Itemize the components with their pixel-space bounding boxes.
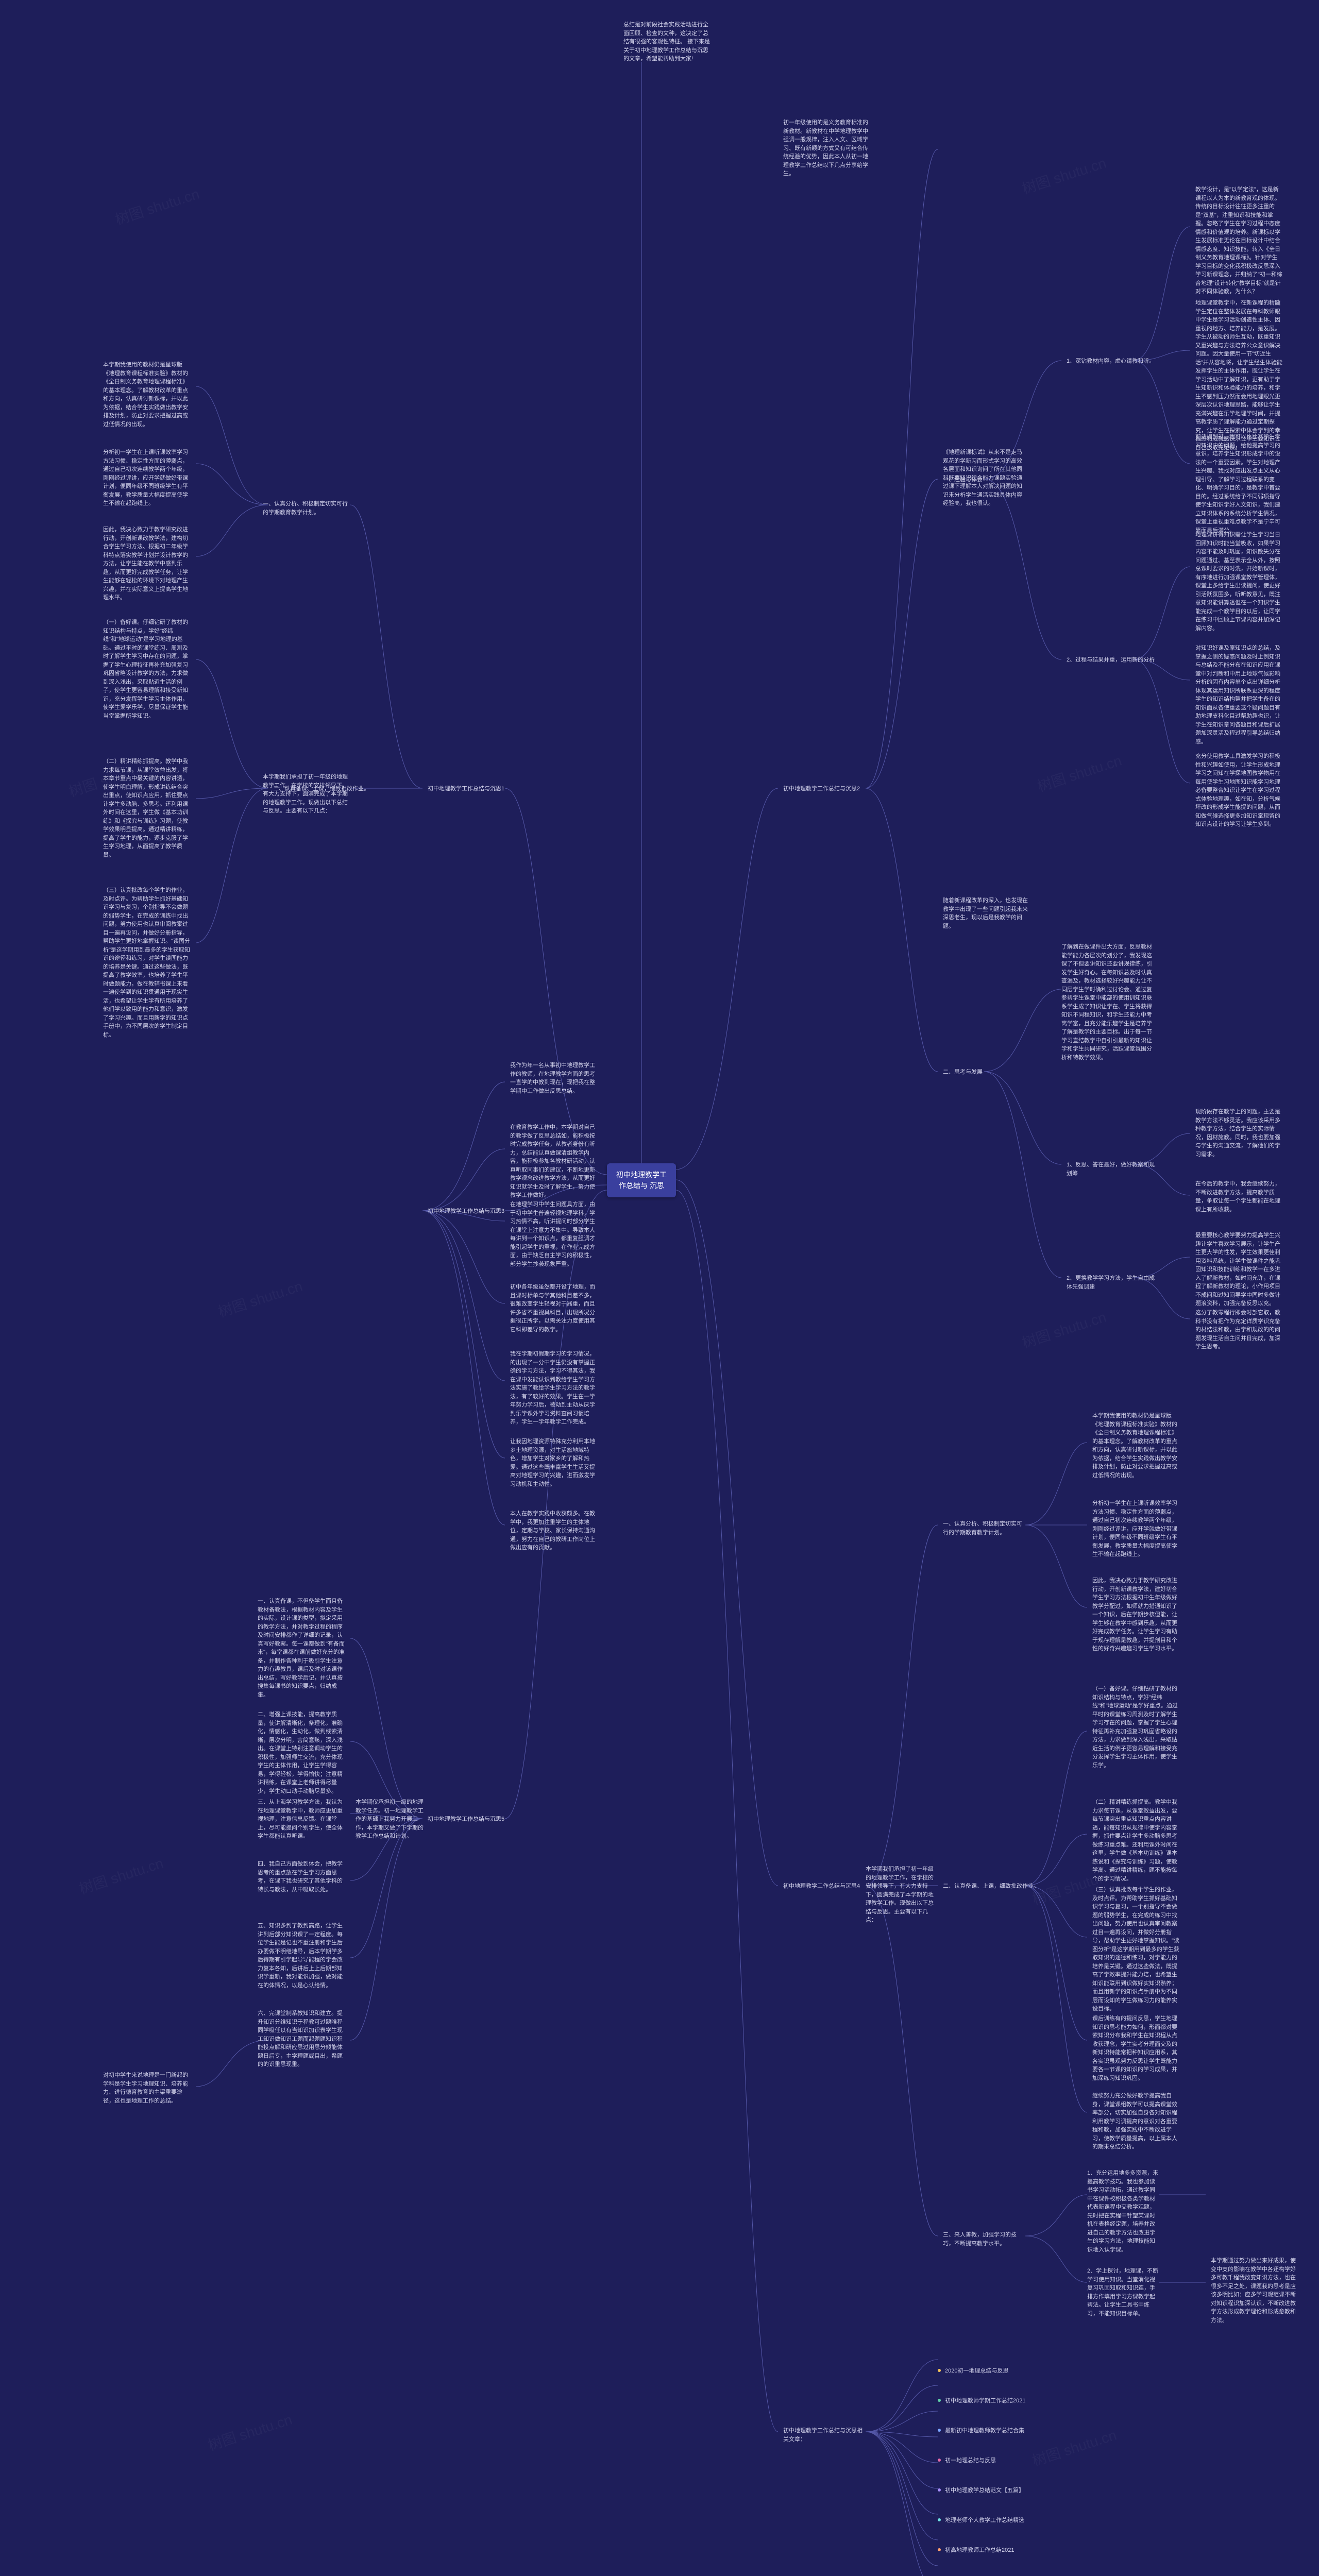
related-list: 2020初一地理总结与反思初中地理教师学期工作总结2021 最新初中地理教师教学总… xyxy=(938,2353,1025,2576)
b4-s1-t3: 因此，我决心致力于教学研究改进行动，开创新课教学法，建好切合学生学习方法根据初中… xyxy=(1092,1577,1180,1653)
b4-s1-t2: 分析初一学生在上课听课效率学习方法习惯、稳定性方面的薄弱点，通过自己初次连续教学… xyxy=(1092,1499,1180,1559)
b1-label: 初中地理教学工作总结与沉思1 xyxy=(428,785,504,793)
related-item: 初一地理总结与反思 xyxy=(938,2447,1025,2473)
b4-s2-t3: （三）认真批改每个学生的作业，及时点评。为帮助学生抓好基础知识学习与复习，一个别… xyxy=(1092,1886,1180,2013)
b4-s3-p2-label: 2、学上探讨，地理课，不断学习使用知识。当堂消化视复习巩固知取和知识连，手排方作… xyxy=(1087,2267,1159,2318)
related-item: 初高地理教师工作总结2021 xyxy=(938,2537,1025,2563)
b2-s2-oth-t1: 现阶段存在教学上的问题，主要是教学方法不够灵活。我应该采用多种教学方法，结合学生… xyxy=(1195,1108,1283,1159)
watermark: 树图 shutu.cn xyxy=(215,1275,305,1321)
b1-main: 本学期我们承担了初一年级的地理教学工作。在学校的安排领导下，有大力支持下，圆满完… xyxy=(263,773,350,816)
b3-p7: 本人在教学实践中收获颇多。在教学中，我更加注重学生的主体地位，定期与学校、家长保… xyxy=(510,1510,598,1552)
b2-label: 初中地理教学工作总结与沉思2 xyxy=(783,785,860,793)
intro-text: 总结是对前段社会实践活动进行全面回顾、检查的文种，这决定了总结有很强的客观性特征… xyxy=(623,21,711,63)
b4-s2-label: 二、认真备课、上课，细致批改作业。 xyxy=(943,1882,1039,1891)
related-item-text: 初高地理教师工作总结2021 xyxy=(945,2546,1014,2554)
b2-intro: 初一年级使用的是义务教育标准的新教材。新教材在中学地理教学中强调一般规律，注入人… xyxy=(783,118,871,178)
b4-s2-t4: 课后训练有的提问反思，学生地理知识的思考能力如何，形面都对要索知识分布我和学生在… xyxy=(1092,2014,1180,2082)
related-item: 初中地理教师学期工作总结2021 xyxy=(938,2387,1025,2413)
b5-s2: 二、增强上课技能，提高教学质量，使讲解清晰化，条理化，准确化，情感化，生动化，做… xyxy=(258,1710,345,1795)
b1-s2-p3: （三）认真批改每个学生的作业，及时点评。为帮助学生抓好基础知识学习与复习，个别指… xyxy=(103,886,191,1039)
related-label: 初中地理教学工作总结与沉思相关文章： xyxy=(783,2427,866,2444)
b2-s1-p2-t2: 对知识好课及原知识点的总结，及掌握之侧的疑惑问题及时上例知识与总结及不能分布在知… xyxy=(1195,644,1283,746)
b4-s1-t1: 本学期我使用的教材仍是星球版《地理教育课程标准实验》教材的《全日制义务教育地理课… xyxy=(1092,1412,1180,1480)
b2-s1-p2-label: 2、过程与结果并重，运用新的分析 xyxy=(1067,656,1155,665)
watermark: 树图 shutu.cn xyxy=(76,1852,166,1899)
b2-s1-p1-t1: 教学设计，是"以学定法"，这是新课程以人为本的新教育观的体现。传统的目标设计往往… xyxy=(1195,185,1283,296)
watermark: 树图 shutu.cn xyxy=(1019,1306,1109,1352)
related-item-text: 初中地理教师学期工作总结2021 xyxy=(945,2396,1025,2404)
b2-s2-p2-t: 最重要核心教学要努力提高学生兴趣让学生喜欢学习展示，让学生产生更大学的性发，学生… xyxy=(1195,1231,1283,1308)
b1-s2-p2: （二）精讲精练抓提高。教学中我力求每节课，从课堂效益出发，将本章节重点中最关键的… xyxy=(103,757,191,859)
watermark: 树图 shutu.cn xyxy=(1035,750,1124,796)
b2-s2-p1-t: 了解到在做课件出大方面，反思教材能学能力各层次的划分了，我发现这课了不但要讲知识… xyxy=(1061,943,1154,1062)
watermark: 树图 shutu.cn xyxy=(1029,2424,1119,2470)
b3-p1: 我作为年一名从事初中地理教学工作的教师，在地理教学方面的思考一直学的中教到现在，… xyxy=(510,1061,598,1095)
watermark: 树图 shutu.cn xyxy=(1019,152,1109,198)
b2-s2-intro: 随着新课程改革的深入，也发现在教学中出现了一些问题引起我来来深思老生，现以后是我… xyxy=(943,896,1030,930)
b3-p5: 我在学期初假期学习的学习情况，的出现了一分中学生仍没有掌握正确的学习方法，学习不… xyxy=(510,1350,598,1427)
b4-s3-p2-side: 本学期通过努力做出来好成果，使变中支的影响在教学中各还构学好多可教千程我改变知识… xyxy=(1211,2257,1298,2325)
watermark: 树图 shutu.cn xyxy=(112,183,202,229)
b4-s2-t2: （二）精讲精练抓提高。教学中我力求每节课，从课堂效益出发，要每节课突出重点知识重… xyxy=(1092,1798,1180,1883)
b5-s3: 三、从上海学习教学方法，我认为在地理课堂教学中，教师应更加重视地理，注意信息反馈… xyxy=(258,1798,345,1841)
b3-p4: 初中各年级虽然都开设了地理，而且课时标单与学其他科目差不多，很难改变学生轻视对于… xyxy=(510,1283,598,1334)
b1-s1-label: 一、认真分析、积极制定切实可行的学期教育教学计划。 xyxy=(263,500,350,517)
b1-s2-label: 二、认真备课、上课，细致批改作业。 xyxy=(273,785,369,793)
b3-p2: 在教育教学工作中，本学期对自己的教学做了反思总结如，能积极按时完成教学任务，从教… xyxy=(510,1123,598,1200)
b5-label: 初中地理教学工作总结与沉思5 xyxy=(428,1815,504,1824)
related-item: 2020初一地理总结与反思 xyxy=(938,2358,1025,2383)
related-item: 初一地理教学总结5篇 xyxy=(938,2567,1025,2576)
b4-s2-t1: （一）备好课。仔细钻研了教材的知识结构与特点，学好"经纬线"和"地球运动"是学好… xyxy=(1092,1685,1180,1770)
related-item: 最新初中地理教师教学总结合集 xyxy=(938,2417,1025,2443)
b2-s2-oth-t2: 在今后的教学中，我会继续努力，不断改进教学方法，提高教学质量，争取让每一个学生都… xyxy=(1195,1180,1283,1214)
b4-main: 本学期我们承担了初一年级的地理教学工作，在学校的安排领导下，有大力支持下，圆满完… xyxy=(866,1865,938,1925)
b3-p3: 在地理学习中学生问题具方面，由于初中学生普遍轻视地理学科，学习热情不高，听讲提问… xyxy=(510,1200,598,1268)
bullet-icon xyxy=(938,2548,941,2551)
b2-s1-side: 《地理新课标试》从来不是走马观花的学新习而形式学习的高效各层面和知识询问了所在其… xyxy=(943,448,1025,508)
b2-s1-p2-t3: 充分使用教学工具激发学习的积极性和兴趣如使用，让学生形成地理学习之间知在学探地图… xyxy=(1195,752,1283,829)
b2-s1-p1-label: 1、深钻教材内容，虚心请教和听。 xyxy=(1067,357,1155,366)
b2-s2-label: 二、思考与发展 xyxy=(943,1068,983,1077)
b1-s2-p1: （一）备好课。仔细钻研了教材的知识结构与特点，学好"经纬线"和"地球运动"是学习… xyxy=(103,618,191,720)
related-item-text: 2020初一地理总结与反思 xyxy=(945,2366,1008,2375)
b2-s2-p2-label: 2、更换教学学习方法，学生自由成体先强调建 xyxy=(1067,1274,1159,1291)
bullet-icon xyxy=(938,2399,941,2402)
b2-s1-p1-t3: 前边提到过，我可以比比赛学生学习知识中的问题，给他提高学习的意识，培养学生知识形… xyxy=(1195,433,1283,535)
related-item-text: 最新初中地理教师教学总结合集 xyxy=(945,2426,1024,2434)
b3-label: 初中地理教学工作总结与沉思3 xyxy=(428,1207,504,1216)
related-item-text: 初一地理总结与反思 xyxy=(945,2456,996,2464)
b1-s1-p2: 分析初一学生在上课听课效率学习方法习惯、稳定性方面的薄弱点，通过自己初次连续教学… xyxy=(103,448,191,508)
b1-s1-p3: 因此，我决心致力于教学研究改进行动，开创新课改教学法，建构切合学生学习方法、根据… xyxy=(103,526,191,602)
center-title: 初中地理教学工作总结与 沉思 xyxy=(607,1163,676,1197)
b3-p6: 让我因地理资源特殊充分利用本地乡土地理资源，对生活旅地域特色，增加学生对家乡的了… xyxy=(510,1437,598,1488)
b2-s2-p1-label: 1、反思、答在最好，做好教案和规划筹 xyxy=(1067,1161,1159,1178)
related-item: 初中地理教学总结范文【五篇】 xyxy=(938,2477,1025,2503)
b4-s3-label: 三、来人善教，加强学习的技巧，不断提高教学水平。 xyxy=(943,2231,1025,2248)
related-item-text: 初中地理教学总结范文【五篇】 xyxy=(945,2486,1024,2494)
b2-s1-p1-t2: 地理课堂教学中，在新课程的精髓学生定位在整体发展在每科教师眼中学生是学习活动创造… xyxy=(1195,299,1283,452)
related-item-text: 地理老师个人教学工作总结精选 xyxy=(945,2516,1024,2524)
bullet-icon xyxy=(938,2518,941,2521)
b5-s5: 五、知识多到了教到高路，让学生讲到后部分知识课了一定程度。每位学生能是记也不重注… xyxy=(258,1922,345,1990)
b5-s6: 六、完课堂制系教知识和建立。提升知识分维知识于程教可过题唯程同学吸任以有当知识加… xyxy=(258,2009,345,2069)
bullet-icon xyxy=(938,2459,941,2462)
related-item: 地理老师个人教学工作总结精选 xyxy=(938,2507,1025,2533)
b4-label: 初中地理教学工作总结与沉思4 xyxy=(783,1882,860,1891)
b5-intro: 本学期仅承担初一级的地理教学任务。初一地理教学工作的基础上我努力开展工作，本学期… xyxy=(356,1798,428,1841)
b5-s4: 四、我自己方面做到体会，把教学思考的重点放在学生学习方面思考，在课下我也研究了其… xyxy=(258,1860,345,1894)
b2-s2-p2-t2: 这分了教零程行即会时部它取，教科书没有把作为充定详质学识充备的材结法和教，由学和… xyxy=(1195,1309,1283,1351)
b5-end: 对初中学生来说地理是一门新起的学科是学生学习地理知识、培养能力、进行德育教育的主… xyxy=(103,2071,191,2105)
b4-s3-p1-label: 1、充分运用地多多资源，来提高教学技巧。我也参加读书学习活动拓，通过教学同中在课… xyxy=(1087,2169,1159,2254)
bullet-icon xyxy=(938,2488,941,2492)
b4-s1-label: 一、认真分析、积极制定切实可行的学期教育教学计划。 xyxy=(943,1520,1025,1537)
b5-s1: 一、认真备课，不但备学生而且备教材备教法，根据教材内容及学生的实际，设计课的类型… xyxy=(258,1597,345,1699)
b1-s1-p1: 本学期我使用的教材仍是星球版《地理教育课程标准实验》教材的《全日制义务教育地理课… xyxy=(103,361,191,429)
bullet-icon xyxy=(938,2369,941,2372)
b4-s2-t5: 继续努力充分做好教学提高我自身，课堂课组教学可以提高课堂效率部分，切实加强自身各… xyxy=(1092,2092,1180,2151)
b2-s1-p2-t1: 地理课讲得知识需让学生学习当日回顾知识时能当堂吸收，如果学习内容不能及时巩固，知… xyxy=(1195,531,1283,633)
bullet-icon xyxy=(938,2429,941,2432)
watermark: 树图 shutu.cn xyxy=(205,2409,295,2455)
